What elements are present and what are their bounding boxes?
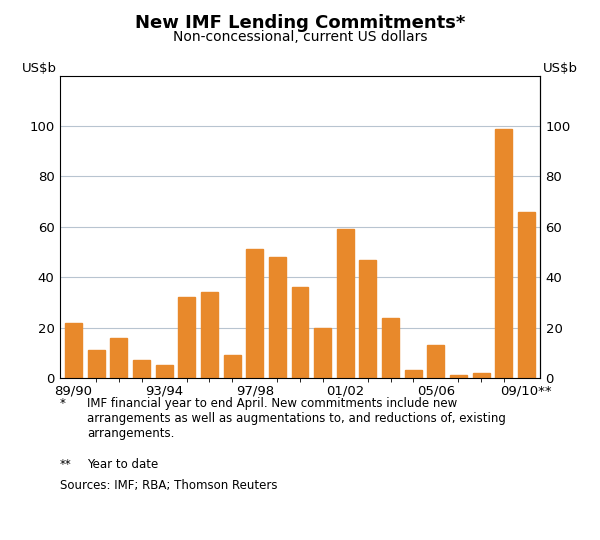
Bar [155,366,173,378]
Bar [337,230,354,378]
Bar [224,355,241,378]
Text: US$b: US$b [543,62,578,75]
Bar [405,370,422,378]
Bar [133,360,150,378]
Bar [495,129,512,378]
Text: IMF financial year to end April. New commitments include new
arrangements as wel: IMF financial year to end April. New com… [87,397,506,440]
Text: Sources: IMF; RBA; Thomson Reuters: Sources: IMF; RBA; Thomson Reuters [60,479,277,492]
Text: New IMF Lending Commitments*: New IMF Lending Commitments* [135,14,465,31]
Bar [110,338,127,378]
Bar [450,375,467,378]
Text: Non-concessional, current US dollars: Non-concessional, current US dollars [173,30,427,44]
Bar [88,350,105,378]
Bar [473,373,490,378]
Text: Year to date: Year to date [87,458,158,471]
Bar [269,257,286,378]
Bar [246,249,263,378]
Bar [427,345,445,378]
Bar [201,292,218,378]
Text: *: * [60,397,66,410]
Bar [178,298,195,378]
Bar [382,318,399,378]
Bar [359,260,376,378]
Bar [518,212,535,378]
Bar [65,322,82,378]
Text: US$b: US$b [22,62,57,75]
Bar [292,287,308,378]
Text: **: ** [60,458,72,471]
Bar [314,328,331,378]
